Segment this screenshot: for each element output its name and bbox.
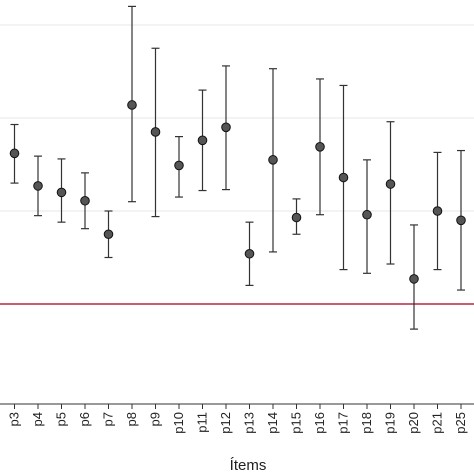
data-point bbox=[197, 135, 208, 146]
x-tick-label: p5 bbox=[54, 412, 69, 426]
data-point bbox=[291, 212, 302, 223]
x-tick-label: p18 bbox=[359, 412, 374, 434]
x-tick-label: p11 bbox=[195, 412, 210, 433]
x-tick-label: p20 bbox=[406, 412, 421, 434]
x-tick-label: p17 bbox=[336, 412, 351, 434]
data-point bbox=[221, 122, 231, 133]
data-point bbox=[338, 172, 349, 183]
error-bar bbox=[386, 121, 395, 265]
data-point bbox=[409, 274, 419, 284]
x-tick-label: p15 bbox=[289, 412, 304, 434]
data-point bbox=[432, 206, 443, 216]
data-point bbox=[103, 229, 114, 240]
x-tick-label: p10 bbox=[171, 412, 186, 434]
error-bars bbox=[10, 5, 465, 330]
data-point bbox=[385, 179, 396, 189]
x-tick-label: p14 bbox=[265, 412, 280, 434]
data-point bbox=[268, 155, 278, 165]
data-point bbox=[56, 187, 67, 198]
x-ticks: p1p3p4p5p6p7p8p9p10p11p12p13p14p15p16p17… bbox=[7, 404, 468, 434]
x-tick-label: p19 bbox=[383, 412, 398, 434]
data-point bbox=[33, 181, 43, 191]
data-point bbox=[150, 127, 161, 137]
data-point bbox=[315, 142, 325, 152]
x-tick-label: p12 bbox=[218, 412, 233, 434]
x-tick-label: p16 bbox=[312, 412, 327, 434]
data-point bbox=[244, 248, 255, 259]
x-tick-label: p6 bbox=[77, 412, 92, 426]
x-tick-label: p8 bbox=[124, 412, 139, 426]
data-points bbox=[9, 100, 466, 284]
data-point bbox=[80, 195, 90, 206]
x-tick-label: p7 bbox=[101, 412, 116, 426]
x-tick-label: p9 bbox=[148, 412, 163, 426]
data-point bbox=[127, 100, 137, 110]
x-axis-title: Ítems bbox=[230, 457, 267, 474]
data-point bbox=[362, 209, 372, 220]
data-point bbox=[456, 215, 466, 226]
data-point bbox=[9, 148, 20, 159]
grid-lines bbox=[0, 24, 474, 305]
x-tick-label: p4 bbox=[30, 412, 45, 426]
x-tick-label: p25 bbox=[453, 412, 468, 434]
x-tick-label: p13 bbox=[242, 412, 257, 434]
x-tick-label: p21 bbox=[430, 412, 445, 434]
x-tick-label: p3 bbox=[7, 412, 22, 426]
data-point bbox=[174, 160, 184, 171]
